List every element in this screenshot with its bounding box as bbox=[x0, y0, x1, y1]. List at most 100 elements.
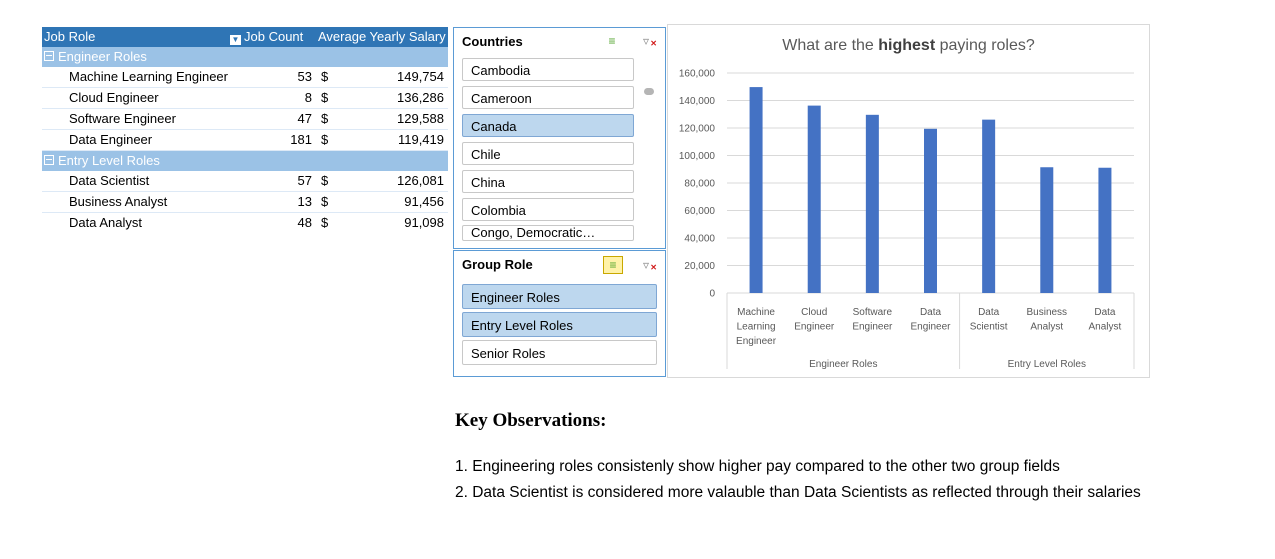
chart-title: What are the highest paying roles? bbox=[668, 37, 1149, 55]
table-row[interactable]: Data Analyst 48 $ 91,098 bbox=[42, 213, 448, 233]
x-tick-label: Machine bbox=[737, 307, 775, 318]
pivot-group-row[interactable]: Entry Level Roles bbox=[42, 151, 448, 171]
chart-title-bold: highest bbox=[878, 37, 936, 54]
x-tick-label: Scientist bbox=[970, 322, 1008, 333]
row-count: 47 bbox=[297, 111, 312, 126]
slicer-item-entry-level-roles[interactable]: Entry Level Roles bbox=[462, 312, 657, 337]
group-label: Engineer Roles bbox=[58, 49, 147, 64]
bar[interactable] bbox=[865, 114, 879, 293]
bar[interactable] bbox=[924, 128, 937, 293]
multi-select-icon[interactable]: ≡ bbox=[603, 256, 623, 274]
row-role: Business Analyst bbox=[69, 194, 168, 209]
table-row[interactable]: Cloud Engineer 8 $ 136,286 bbox=[42, 88, 448, 109]
x-tick-label: Analyst bbox=[1030, 322, 1063, 333]
y-tick-label: 20,000 bbox=[684, 261, 715, 272]
chart-plot: 0 20,000 40,000 60,000 80,000 100,000 120,000 1… bbox=[679, 69, 1135, 370]
row-count: 48 bbox=[297, 215, 312, 230]
observations-heading: Key Observations: bbox=[455, 410, 607, 431]
currency-symbol: $ bbox=[321, 111, 329, 126]
slicer-item-chile[interactable]: Chile bbox=[462, 142, 634, 165]
chart-title-before: What are the bbox=[782, 37, 879, 54]
row-role: Data Analyst bbox=[69, 215, 142, 230]
x-tick-label: Engineer bbox=[794, 322, 835, 333]
slicer-item-cameroon[interactable]: Cameroon bbox=[462, 86, 634, 109]
clear-filter-icon[interactable]: ▿ bbox=[638, 257, 657, 276]
observation-line: 1. Engineering roles consistenly show hi… bbox=[455, 458, 1060, 475]
slicer-item-senior-roles[interactable]: Senior Roles bbox=[462, 340, 657, 365]
group-label: Entry Level Roles bbox=[58, 153, 160, 168]
y-tick-label: 60,000 bbox=[684, 206, 715, 217]
x-tick-label: Engineer bbox=[852, 322, 893, 333]
row-salary: 91,456 bbox=[404, 194, 444, 209]
countries-slicer: Countries ≡ ▿ Cambodia Cameroon Canada C… bbox=[453, 27, 666, 249]
currency-symbol: $ bbox=[321, 215, 329, 230]
row-role: Machine Learning Engineer bbox=[69, 69, 228, 84]
header-job-role[interactable]: Job Role bbox=[44, 29, 96, 44]
x-tick-label: Software bbox=[853, 307, 893, 318]
row-count: 13 bbox=[297, 194, 312, 209]
slicer-item-china[interactable]: China bbox=[462, 170, 634, 193]
row-role: Data Engineer bbox=[69, 132, 153, 147]
group-label: Entry Level Roles bbox=[1008, 359, 1086, 370]
row-salary: 119,419 bbox=[397, 132, 444, 147]
chart-title-after: paying roles? bbox=[935, 37, 1035, 54]
slicer-item-engineer-roles[interactable]: Engineer Roles bbox=[462, 284, 657, 309]
collapse-icon[interactable] bbox=[44, 51, 54, 61]
row-count: 181 bbox=[290, 132, 312, 147]
row-role: Software Engineer bbox=[69, 111, 176, 126]
clear-filter-icon[interactable]: ▿ bbox=[638, 33, 657, 52]
row-salary: 129,588 bbox=[397, 111, 444, 126]
row-count: 57 bbox=[297, 173, 312, 188]
header-job-count[interactable]: ▼ Job Count bbox=[230, 27, 303, 47]
currency-symbol: $ bbox=[321, 194, 329, 209]
bar[interactable] bbox=[807, 105, 821, 293]
currency-symbol: $ bbox=[321, 173, 329, 188]
slicer-item-canada[interactable]: Canada bbox=[462, 114, 634, 137]
row-salary: 136,286 bbox=[397, 90, 444, 105]
group-label: Engineer Roles bbox=[809, 359, 877, 370]
x-tick-label: Engineer bbox=[736, 336, 777, 347]
row-salary: 126,081 bbox=[397, 173, 444, 188]
header-avg-salary[interactable]: Average Yearly Salary bbox=[318, 29, 446, 44]
salary-bar-chart[interactable]: What are the highest paying roles? 0 20,0… bbox=[667, 24, 1150, 378]
row-role: Data Scientist bbox=[69, 173, 150, 188]
slicer-item-congo[interactable]: Congo, Democratic… bbox=[462, 225, 634, 241]
row-salary: 149,754 bbox=[397, 69, 444, 84]
x-tick-label: Data bbox=[978, 307, 1000, 318]
bar[interactable] bbox=[1040, 167, 1054, 293]
collapse-icon[interactable] bbox=[44, 155, 54, 165]
multi-select-icon[interactable]: ≡ bbox=[608, 34, 616, 48]
slicer-item-colombia[interactable]: Colombia bbox=[462, 198, 634, 221]
header-job-count-label: Job Count bbox=[244, 29, 304, 44]
bar[interactable] bbox=[1098, 167, 1112, 293]
observation-line: 2. Data Scientist is considered more val… bbox=[455, 484, 1141, 501]
slicer-item-cambodia[interactable]: Cambodia bbox=[462, 58, 634, 81]
x-tick-label: Engineer bbox=[910, 322, 951, 333]
table-row[interactable]: Machine Learning Engineer 53 $ 149,754 bbox=[42, 67, 448, 88]
row-salary: 91,098 bbox=[404, 215, 444, 230]
group-role-slicer-title: Group Role bbox=[462, 257, 533, 272]
y-tick-label: 0 bbox=[709, 289, 715, 300]
pivot-group-row[interactable]: Engineer Roles bbox=[42, 47, 448, 67]
y-tick-label: 160,000 bbox=[679, 69, 716, 80]
table-row[interactable]: Data Scientist 57 $ 126,081 bbox=[42, 171, 448, 192]
x-tick-label: Cloud bbox=[801, 307, 827, 318]
table-row[interactable]: Data Engineer 181 $ 119,419 bbox=[42, 130, 448, 151]
bar[interactable] bbox=[749, 87, 763, 293]
y-tick-label: 40,000 bbox=[684, 234, 715, 245]
y-tick-label: 140,000 bbox=[679, 96, 716, 107]
slicer-scrollbar[interactable] bbox=[644, 88, 654, 95]
countries-slicer-title: Countries bbox=[462, 34, 523, 49]
pivot-header-row: Job Role ▼ Job Count Average Yearly Salar… bbox=[42, 27, 448, 47]
row-role: Cloud Engineer bbox=[69, 90, 159, 105]
table-row[interactable]: Software Engineer 47 $ 129,588 bbox=[42, 109, 448, 130]
table-row[interactable]: Business Analyst 13 $ 91,456 bbox=[42, 192, 448, 213]
group-role-slicer: Group Role ≡ ▿ Engineer Roles Entry Leve… bbox=[453, 250, 666, 377]
filter-icon[interactable]: ▼ bbox=[230, 35, 241, 45]
x-tick-label: Data bbox=[920, 307, 942, 318]
pivot-table: Job Role ▼ Job Count Average Yearly Salar… bbox=[42, 27, 448, 233]
currency-symbol: $ bbox=[321, 132, 329, 147]
x-tick-label: Data bbox=[1094, 307, 1116, 318]
bar[interactable] bbox=[982, 119, 996, 293]
y-tick-label: 80,000 bbox=[684, 179, 715, 190]
